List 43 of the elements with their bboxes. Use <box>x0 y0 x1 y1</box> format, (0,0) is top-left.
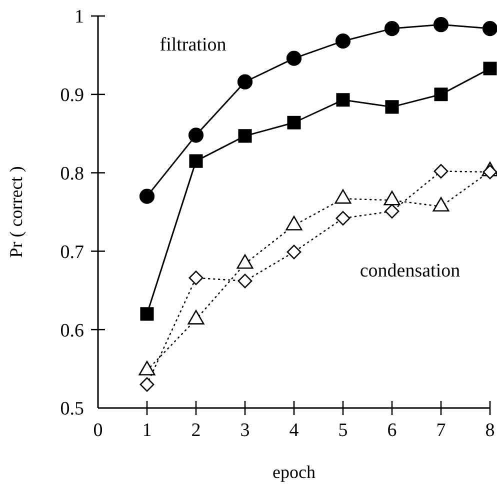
x-tick-label: 6 <box>387 420 397 441</box>
point <box>189 154 203 168</box>
y-tick-label: 0.6 <box>60 320 84 342</box>
annotation: condensation <box>360 260 461 282</box>
y-tick-label: 1 <box>74 6 84 28</box>
point <box>482 21 497 36</box>
point <box>434 164 448 178</box>
point <box>384 21 400 36</box>
y-tick-label: 0.5 <box>60 398 84 420</box>
point <box>188 128 204 143</box>
x-tick-label: 1 <box>142 420 152 441</box>
x-tick-label: 5 <box>338 420 348 441</box>
point <box>434 88 448 102</box>
y-tick-label: 0.7 <box>60 242 84 263</box>
x-tick-label: 8 <box>485 420 495 441</box>
point <box>238 274 252 288</box>
point <box>483 62 497 76</box>
point <box>287 116 301 130</box>
point <box>384 204 400 218</box>
point <box>188 270 204 286</box>
x-tick-label: 2 <box>191 420 201 441</box>
y-tick-label: 0.8 <box>60 163 84 184</box>
annotation: filtration <box>160 34 227 56</box>
x-tick-label: 3 <box>240 420 250 441</box>
point <box>140 307 154 321</box>
x-tick-label: 4 <box>289 420 300 441</box>
point <box>238 129 252 143</box>
point <box>385 100 399 114</box>
point <box>482 164 497 180</box>
point <box>433 17 449 32</box>
point <box>336 211 350 226</box>
point <box>336 93 350 107</box>
x-axis-title: epoch <box>272 462 316 482</box>
y-tick-label: 0.9 <box>60 85 84 106</box>
y-axis-title: Pr ( correct ) <box>6 166 26 258</box>
point <box>140 377 154 392</box>
point <box>286 244 302 260</box>
x-tick-label: 0 <box>93 420 103 441</box>
point <box>139 188 155 204</box>
point <box>286 50 302 66</box>
point <box>335 34 351 49</box>
point <box>237 74 253 90</box>
x-tick-label: 7 <box>436 420 446 441</box>
